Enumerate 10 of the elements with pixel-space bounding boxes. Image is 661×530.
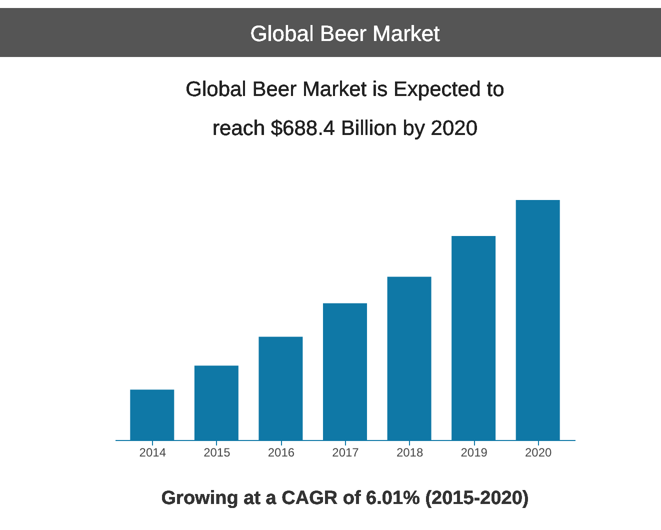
text: Growing at a CAGR of 6.01% (2015-2020) — [161, 488, 529, 509]
x-tick-label: 2015 — [204, 446, 231, 460]
x-tick-label: 2020 — [525, 446, 552, 460]
x-tick-label: 2014 — [139, 446, 166, 460]
x-tick-label: 2019 — [460, 446, 488, 460]
chart-title: Global Beer Market — [250, 21, 440, 46]
chart-subtitle: Global Beer Market is Expected to reach $688.4 Billion by 2020 — [186, 78, 504, 140]
x-tick-label: 2017 — [332, 446, 360, 460]
x-tick-label: 2018 — [396, 446, 424, 460]
x-tick-label: 2016 — [268, 446, 295, 460]
